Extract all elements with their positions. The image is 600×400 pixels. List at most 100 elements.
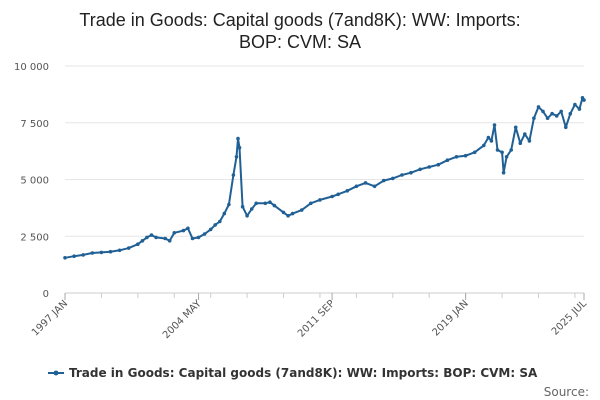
data-point xyxy=(231,173,236,177)
data-point xyxy=(72,254,76,258)
gridlines xyxy=(65,65,584,294)
data-point xyxy=(172,231,177,235)
data-point xyxy=(196,235,201,240)
x-tick-label: 2011 SEP xyxy=(296,298,337,339)
data-point xyxy=(564,125,568,130)
data-point xyxy=(117,248,122,253)
data-point xyxy=(527,139,532,143)
data-point xyxy=(154,235,158,240)
legend-point-marker xyxy=(53,370,59,376)
data-point xyxy=(145,235,149,240)
y-tick-label: 0 xyxy=(43,289,49,300)
data-point xyxy=(299,208,304,212)
data-point xyxy=(163,236,167,241)
data-point xyxy=(545,116,550,120)
series-line xyxy=(64,96,585,259)
data-point xyxy=(227,202,231,207)
data-point xyxy=(400,173,404,177)
data-point xyxy=(99,250,104,255)
data-point xyxy=(409,170,413,175)
chart-title-line-2: BOP: CVM: SA xyxy=(239,32,361,52)
data-point xyxy=(309,201,313,206)
data-point xyxy=(418,167,422,172)
data-point xyxy=(513,125,518,130)
data-point xyxy=(495,148,500,152)
data-point xyxy=(436,162,441,167)
data-point xyxy=(518,141,523,145)
data-point xyxy=(272,203,277,208)
data-point xyxy=(445,158,450,162)
data-point xyxy=(90,251,95,255)
data-point xyxy=(472,150,477,155)
chart-title-line-1: Trade in Goods: Capital goods (7and8K): … xyxy=(79,10,520,30)
data-point xyxy=(454,155,459,159)
x-tick-label: 2019 JAN xyxy=(431,298,471,338)
data-point xyxy=(381,178,386,183)
data-point xyxy=(582,98,586,102)
data-point xyxy=(568,111,573,116)
data-point xyxy=(541,109,545,114)
data-point xyxy=(186,226,190,231)
data-point xyxy=(136,242,140,246)
data-point xyxy=(318,198,322,202)
y-tick-label: 7 500 xyxy=(20,119,49,130)
data-point xyxy=(281,210,286,215)
data-point xyxy=(290,211,295,216)
data-point xyxy=(354,184,359,189)
data-point xyxy=(208,227,213,232)
y-axis: 0 2 500 5 000 7 500 10 000 xyxy=(14,62,49,300)
data-point xyxy=(222,211,227,216)
x-tick-label: 2004 MAY xyxy=(161,298,204,341)
data-point xyxy=(81,253,85,257)
data-point xyxy=(501,170,506,175)
data-point xyxy=(523,132,527,136)
data-point xyxy=(237,145,242,150)
x-axis: 1997 JAN 2004 MAY 2011 SEP 2019 JAN 2025 JUL xyxy=(30,293,589,341)
data-point xyxy=(149,233,154,237)
data-point xyxy=(234,155,239,159)
data-point xyxy=(254,201,258,206)
data-point xyxy=(492,123,497,127)
data-point xyxy=(167,239,172,243)
data-point xyxy=(372,184,377,189)
data-point xyxy=(140,239,145,243)
data-point xyxy=(559,109,563,114)
data-point xyxy=(249,207,254,211)
data-point xyxy=(63,255,67,260)
data-point xyxy=(330,194,334,199)
data-point xyxy=(126,246,131,250)
data-point xyxy=(391,176,395,181)
data-point xyxy=(486,135,491,140)
source-label: Source: xyxy=(544,385,589,399)
data-point xyxy=(500,150,504,155)
data-point xyxy=(108,249,113,254)
data-point xyxy=(268,200,272,204)
series-layer xyxy=(63,96,586,260)
data-point xyxy=(202,232,207,236)
x-tick-label: 1997 JAN xyxy=(30,298,70,338)
legend[interactable]: Trade in Goods: Capital goods (7and8K): … xyxy=(48,366,538,380)
data-point xyxy=(489,139,494,143)
data-point xyxy=(245,214,249,218)
data-point xyxy=(236,136,240,141)
y-tick-label: 5 000 xyxy=(20,176,49,187)
data-point xyxy=(509,148,513,152)
y-tick-label: 2 500 xyxy=(20,232,49,243)
data-point xyxy=(482,143,486,148)
data-point xyxy=(190,236,195,241)
data-point xyxy=(536,105,541,109)
data-point xyxy=(286,214,290,218)
data-point xyxy=(363,181,368,185)
data-point xyxy=(240,204,245,209)
data-point xyxy=(218,219,222,224)
data-point xyxy=(532,116,536,120)
data-point xyxy=(213,223,217,227)
data-point xyxy=(550,111,554,116)
legend-label: Trade in Goods: Capital goods (7and8K): … xyxy=(69,366,538,380)
data-point xyxy=(181,228,186,233)
data-point xyxy=(554,114,559,118)
x-tick-label: 2025 JUL xyxy=(550,298,590,338)
y-tick-label: 10 000 xyxy=(14,62,49,73)
data-point xyxy=(504,155,509,159)
